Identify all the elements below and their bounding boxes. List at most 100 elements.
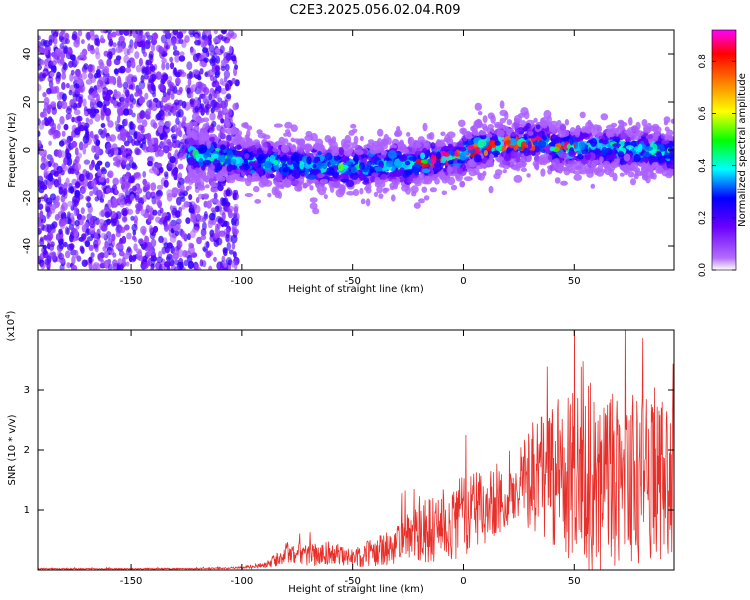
spectrogram-point (136, 204, 142, 212)
spectrogram-point (79, 141, 84, 150)
spectrogram-point (46, 235, 51, 244)
spectrogram-point (102, 75, 107, 83)
spectrogram-point (105, 108, 111, 116)
x-tick-label: -150 (120, 276, 143, 287)
spectrogram-point (136, 65, 142, 73)
spectrogram-point (97, 161, 103, 166)
spectrogram-point (150, 182, 156, 191)
spectrogram-point (261, 179, 270, 185)
spectrogram-point (568, 151, 576, 157)
spectrogram-point (405, 161, 411, 165)
spectrogram-point (194, 167, 199, 174)
spectrogram-x-label: Height of straight line (km) (288, 284, 424, 295)
spectrogram-point (56, 78, 61, 84)
spectrogram-point (96, 94, 100, 103)
spectrogram-point (597, 126, 602, 133)
colorbar-tick-label: 0.6 (698, 106, 708, 121)
spectrogram-point (163, 29, 169, 34)
spectrogram-point (221, 198, 226, 207)
snr-multiplier: (x104) (4, 310, 17, 341)
spectrogram-point (601, 113, 609, 120)
spectrogram-point (377, 129, 383, 137)
spectrogram-point (164, 261, 171, 267)
spectrogram-point (591, 184, 596, 189)
spectrogram-point (272, 148, 278, 153)
spectrogram-point (436, 151, 441, 159)
spectrogram-point (121, 102, 126, 108)
spectrogram-point (173, 225, 180, 231)
spectrogram-point (84, 159, 90, 164)
spectrogram-point (78, 125, 85, 131)
spectrogram-point (64, 124, 69, 130)
y-tick-label: -40 (22, 238, 33, 254)
spectrogram-point (612, 143, 621, 147)
spectrogram-point (636, 130, 644, 136)
spectrogram-point (63, 157, 67, 165)
spectrogram-point (76, 73, 82, 79)
spectrogram-point (198, 144, 207, 153)
spectrogram-point (513, 152, 521, 159)
spectrogram-point (350, 124, 356, 129)
spectrogram-point (90, 48, 95, 55)
spectrogram-point (478, 111, 483, 115)
spectrogram-point (118, 46, 124, 52)
spectrogram-point (45, 120, 50, 126)
spectrogram-point (233, 192, 239, 200)
spectrogram-point (152, 210, 157, 216)
spectrogram-point (622, 164, 630, 172)
spectrogram-point (81, 215, 86, 220)
colorbar-gradient (712, 30, 736, 270)
spectrogram-point (178, 109, 184, 118)
spectrogram-point (416, 142, 422, 149)
spectrogram-point (102, 87, 108, 95)
snr-y-label: SNR (10 * v/v) (7, 414, 18, 485)
spectrogram-point (540, 121, 544, 126)
spectrogram-point (136, 248, 142, 254)
spectrogram-point (225, 83, 229, 91)
spectrogram-point (577, 154, 584, 160)
spectrogram-point (43, 111, 47, 118)
spectrogram-point (141, 75, 145, 84)
spectrogram-point (184, 35, 190, 43)
y-tick-label: 3 (24, 385, 30, 396)
spectrogram-point (486, 160, 492, 166)
spectrogram-point (380, 174, 387, 180)
spectrogram-point (208, 127, 214, 133)
spectrogram-point (179, 51, 184, 56)
spectrogram-point (520, 107, 528, 115)
spectrogram-point (379, 155, 386, 159)
spectrogram-point (511, 132, 516, 136)
spectrogram-point (59, 187, 64, 195)
spectrogram-point (101, 233, 107, 239)
spectrogram-point (103, 128, 107, 136)
spectrogram-point (151, 44, 155, 52)
spectrogram-point (560, 152, 567, 159)
spectrogram-point (613, 162, 619, 168)
spectrogram-point (196, 214, 200, 221)
spectrogram-point (232, 103, 237, 110)
spectrogram-point (185, 217, 190, 224)
spectrogram-point (156, 190, 161, 196)
spectrogram-point (291, 146, 297, 153)
spectrogram-point (206, 241, 210, 248)
spectrogram-point (474, 154, 481, 163)
spectrogram-point (297, 183, 302, 191)
spectrogram-point (215, 56, 220, 64)
spectrogram-point (426, 150, 431, 157)
spectrogram-point (243, 123, 248, 128)
spectrogram-point (119, 227, 126, 233)
spectrogram-point (543, 110, 551, 119)
spectrogram-point (325, 135, 332, 143)
spectrogram-point (45, 161, 50, 170)
spectrogram-point (235, 177, 242, 182)
spectrogram-point (193, 121, 198, 125)
spectrogram-point (401, 185, 409, 192)
spectrogram-point (413, 167, 419, 176)
spectrogram-point (500, 100, 505, 108)
spectrogram-point (591, 162, 596, 169)
spectrogram-point (100, 259, 104, 268)
spectrogram-point (117, 78, 122, 86)
spectrogram-point (317, 161, 323, 169)
spectrogram-point (80, 246, 84, 252)
spectrogram-point (55, 202, 59, 209)
